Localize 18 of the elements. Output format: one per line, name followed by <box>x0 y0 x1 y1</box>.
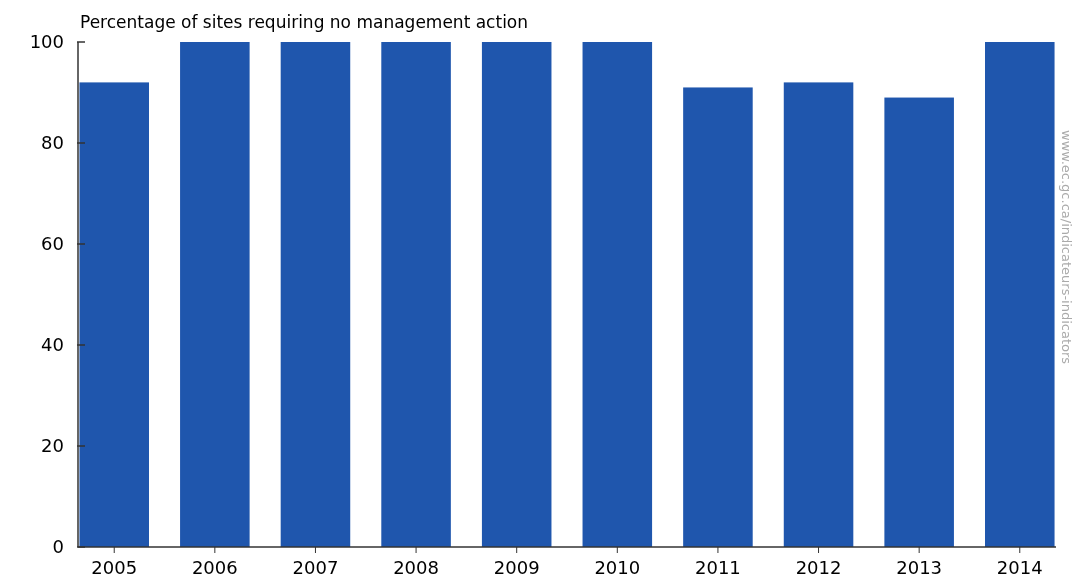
x-tick-label: 2010 <box>594 557 641 578</box>
x-tick-label: 2007 <box>292 557 339 578</box>
x-tick-label: 2005 <box>91 557 138 578</box>
y-tick-label: 80 <box>41 132 64 154</box>
y-axis-title: Percentage of sites requiring no management action <box>80 12 529 32</box>
y-tick-label: 0 <box>52 536 64 558</box>
y-tick-label: 60 <box>41 233 64 255</box>
x-tick-label: 2008 <box>393 557 439 578</box>
y-tick-label: 100 <box>29 31 64 53</box>
x-tick-label: 2012 <box>795 557 842 578</box>
x-tick-label: 2009 <box>493 557 540 578</box>
x-tick-label: 2014 <box>996 557 1043 578</box>
y-tick-label: 40 <box>41 334 64 356</box>
text: www.ec.gc.ca/indicateurs-indicators <box>1059 130 1074 365</box>
y-tick-label: 20 <box>41 435 64 457</box>
x-tick-label: 2013 <box>896 557 943 578</box>
x-tick-label: 2006 <box>191 557 238 578</box>
x-tick-label: 2011 <box>695 557 741 578</box>
